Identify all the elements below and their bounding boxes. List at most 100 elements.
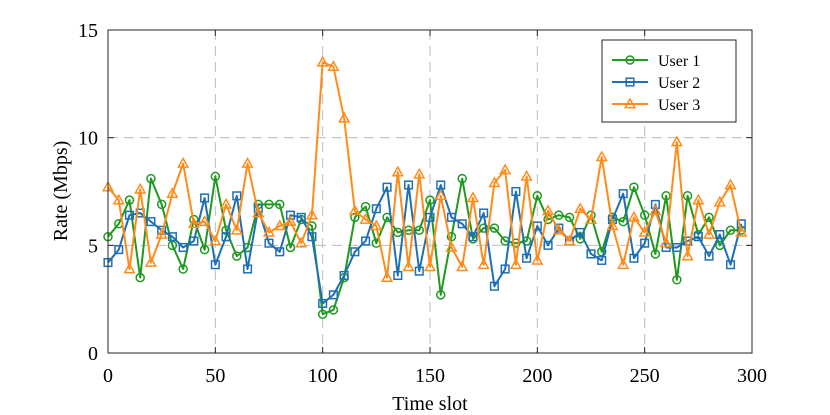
data-point [144, 256, 158, 267]
data-point [350, 212, 360, 223]
x-tick-label: 100 [308, 365, 338, 387]
data-point [403, 180, 414, 190]
data-point [339, 270, 349, 281]
data-point [479, 208, 489, 218]
x-tick-label: 250 [630, 365, 660, 387]
data-point [296, 212, 306, 222]
data-point [146, 173, 156, 184]
data-point [167, 232, 177, 242]
data-point [124, 210, 135, 220]
data-point [178, 264, 188, 274]
data-point [402, 260, 415, 272]
y-tick-label: 5 [88, 235, 98, 257]
data-point [682, 191, 693, 201]
legend-item: User 3 [612, 97, 700, 114]
data-point [393, 227, 403, 238]
data-point [724, 178, 737, 190]
data-point [210, 260, 220, 270]
data-point [199, 244, 210, 255]
data-point [285, 242, 296, 253]
data-point [468, 232, 478, 242]
data-point [552, 223, 565, 235]
data-point [725, 260, 736, 270]
data-point [285, 210, 296, 220]
data-point [596, 247, 607, 257]
data-point [295, 236, 308, 248]
data-point [521, 236, 532, 246]
data-point [230, 223, 243, 235]
data-point [638, 225, 651, 237]
data-point [499, 163, 512, 175]
data-point [242, 264, 253, 274]
x-tick-label: 50 [205, 365, 225, 387]
data-point [284, 215, 297, 226]
data-point [702, 228, 716, 239]
data-point [511, 186, 521, 197]
series-2 [103, 180, 746, 309]
data-point [650, 249, 661, 259]
x-axis-title: Time slot [392, 393, 468, 415]
data-point [650, 199, 660, 209]
ticks: 0 50 100 150 200 250 300 0 5 10 15 [78, 20, 767, 387]
data-point [423, 260, 437, 272]
data-point [531, 253, 544, 265]
data-point [370, 219, 383, 231]
data-point [380, 271, 394, 282]
data-point [563, 234, 576, 246]
data-point [338, 111, 351, 123]
data-point [574, 202, 587, 214]
data-point [466, 191, 480, 203]
data-point [436, 180, 446, 190]
data-point [393, 270, 403, 281]
data-point [564, 212, 575, 223]
data-point [114, 245, 124, 255]
legend-label: User 1 [658, 53, 700, 70]
data-point [704, 212, 714, 223]
data-point [112, 193, 125, 205]
data-point [692, 193, 705, 205]
data-point [639, 210, 650, 220]
y-tick-label: 15 [78, 20, 98, 42]
data-point [617, 258, 630, 270]
data-point [597, 255, 607, 265]
data-point [316, 55, 329, 67]
data-point [305, 208, 319, 220]
data-point [500, 264, 510, 274]
data-point [371, 204, 381, 214]
data-point [307, 232, 317, 242]
data-point [640, 238, 650, 248]
data-point [445, 240, 458, 252]
data-point [146, 217, 156, 227]
data-point [575, 227, 585, 237]
legend-label: User 2 [658, 75, 700, 92]
data-point [584, 212, 598, 224]
data-point [541, 204, 555, 216]
data-point [318, 298, 328, 309]
legend: User 1 User 2 User 3 [601, 39, 737, 123]
data-point [672, 275, 682, 285]
data-point [435, 290, 446, 300]
series-line [107, 184, 743, 305]
data-point [273, 219, 286, 231]
data-point [219, 197, 233, 209]
data-point [489, 281, 499, 291]
data-point [156, 199, 167, 210]
legend-item: User 1 [612, 53, 700, 70]
data-point [391, 165, 404, 177]
data-point [232, 251, 242, 261]
data-point [511, 238, 521, 248]
data-point [543, 240, 553, 250]
legend-swatch-marker [625, 77, 635, 87]
data-point [595, 150, 608, 162]
data-point [232, 191, 242, 201]
data-point [693, 232, 703, 242]
data-point [660, 236, 673, 248]
data-point [649, 204, 662, 216]
data-point [425, 195, 435, 205]
legend-swatch-marker [623, 97, 637, 109]
data-point [606, 219, 619, 231]
data-point [735, 225, 748, 237]
data-point [317, 309, 328, 319]
data-point [155, 228, 168, 239]
data-point [221, 232, 231, 242]
